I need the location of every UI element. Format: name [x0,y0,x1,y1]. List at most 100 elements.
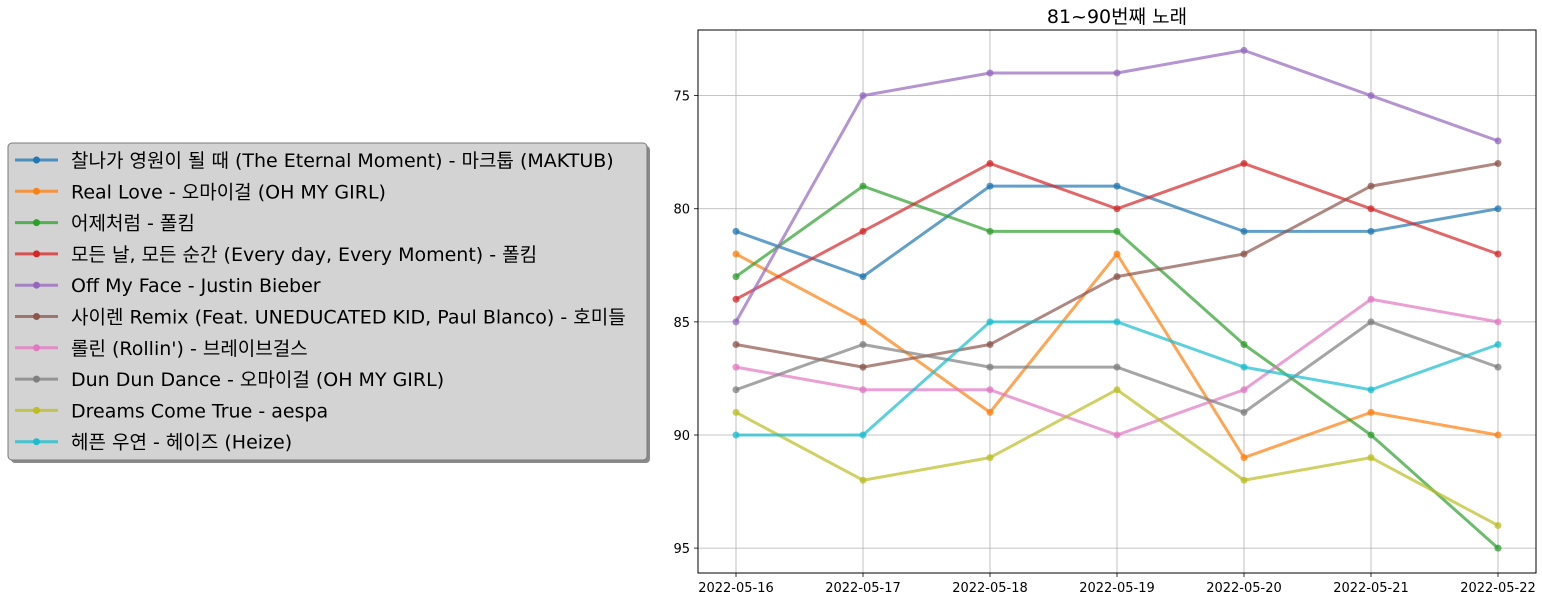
data-point [986,69,994,77]
legend-label: Off My Face - Justin Bieber [71,275,321,297]
data-point [1367,408,1375,416]
data-point [859,182,867,190]
legend-marker [33,313,40,320]
data-point [1113,205,1121,213]
data-point [1494,205,1502,213]
series-3 [732,182,1502,552]
legend-label: Dreams Come True - aespa [71,400,328,422]
data-point [1240,46,1248,54]
data-point [732,408,740,416]
legend-item: 어제처럼 - 폴킴 [15,213,195,235]
legend-label: 롤린 (Rollin') - 브레이브걸스 [71,338,308,360]
legend-marker [33,219,40,227]
legend-label: 헤픈 우연 - 헤이즈 (Heize) [71,432,292,454]
series-4 [732,159,1502,303]
data-point [1367,205,1375,213]
chart-title: 81~90번째 노래 [1047,6,1187,28]
x-tick-label: 2022-05-19 [1079,581,1155,596]
data-point [986,340,994,348]
series-6 [732,159,1502,371]
legend-item: Off My Face - Justin Bieber [15,275,321,297]
data-point [1367,318,1375,326]
data-point [1240,454,1248,462]
data-point [859,227,867,235]
data-point [1494,544,1502,552]
legend-marker [33,375,40,383]
legend-item: Dun Dun Dance - 오마이걸 (OH MY GIRL) [15,369,444,391]
series-9 [732,386,1502,529]
series-2 [732,250,1502,462]
data-point [986,318,994,326]
data-point [1113,431,1121,439]
legend-item: Real Love - 오마이걸 (OH MY GIRL) [15,181,386,203]
legend-item: Dreams Come True - aespa [15,400,328,422]
y-tick-label: 80 [673,203,690,218]
y-tick-label: 95 [673,542,690,557]
legend-box [7,142,648,461]
data-point [986,363,994,371]
data-point [1240,408,1248,416]
legend-label: 어제처럼 - 폴킴 [71,213,195,235]
data-point [1367,454,1375,462]
legend-item: 찰나가 영원이 될 때 (The Eternal Moment) - 마크툽 (… [15,150,614,172]
data-point [1113,227,1121,235]
series-5 [732,46,1502,326]
data-point [732,227,740,235]
data-point [1240,159,1248,167]
series-1 [732,182,1502,281]
data-point [1367,295,1375,303]
data-point [859,318,867,326]
data-point [732,273,740,281]
data-point [1240,250,1248,258]
legend: 찰나가 영원이 될 때 (The Eternal Moment) - 마크툽 (… [7,142,650,463]
legend-item: 롤린 (Rollin') - 브레이브걸스 [15,338,308,360]
legend-marker [33,250,40,258]
legend-marker [33,438,40,446]
legend-item: 사이렌 Remix (Feat. UNEDUCATED KID, Paul Bl… [15,307,626,329]
data-point [859,431,867,439]
x-tick-label: 2022-05-20 [1206,581,1282,596]
data-point [732,363,740,371]
data-point [986,159,994,167]
data-point [1494,363,1502,371]
legend-marker [33,406,40,414]
data-point [732,250,740,258]
legend-marker [33,281,40,289]
data-point [859,273,867,281]
data-point [1494,159,1502,167]
data-point [1494,340,1502,348]
data-point [1367,227,1375,235]
data-point [859,92,867,100]
data-point [986,227,994,235]
data-point [1367,92,1375,100]
data-point [1494,137,1502,145]
data-point [1113,318,1121,326]
series-8 [732,318,1502,416]
data-point [1494,431,1502,439]
x-tick-label: 2022-05-17 [825,581,901,596]
data-point [1367,182,1375,190]
data-point [859,340,867,348]
series-10 [732,318,1502,439]
data-point [1113,69,1121,77]
legend-label: Real Love - 오마이걸 (OH MY GIRL) [71,181,386,203]
data-point [986,386,994,394]
legend-label: Dun Dun Dance - 오마이걸 (OH MY GIRL) [71,369,444,391]
data-point [1367,386,1375,394]
data-point [1240,227,1248,235]
data-point [1113,273,1121,281]
data-point [1113,182,1121,190]
data-point [1494,318,1502,326]
data-point [859,386,867,394]
axes: 2022-05-16 2022-05-17 2022-05-18 2022-05-19… [673,90,1535,596]
legend-marker [33,187,40,195]
data-point [1494,521,1502,529]
data-point [986,182,994,190]
data-point [1113,386,1121,394]
y-tick-label: 90 [673,429,690,444]
data-point [732,318,740,326]
y-tick-label: 75 [673,90,690,105]
data-point [1113,250,1121,258]
series-7 [732,295,1502,439]
